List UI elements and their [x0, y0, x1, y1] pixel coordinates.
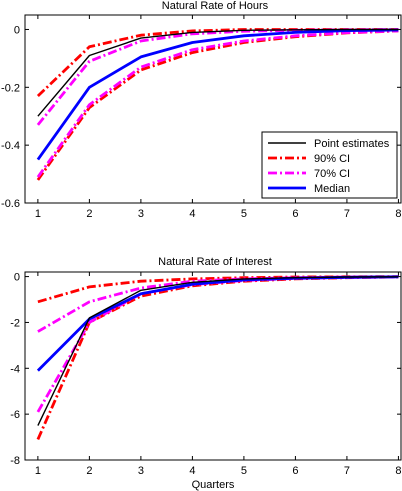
series-line-70-ci — [36, 28, 399, 126]
axes-frame — [24, 271, 402, 461]
legend: Point estimates 90% CI 70% CI Median — [261, 131, 398, 199]
x-tick-label: 5 — [241, 208, 247, 220]
x-tick-label: 2 — [86, 465, 92, 477]
x-tick-label: 8 — [395, 465, 401, 477]
legend-label: Median — [314, 183, 350, 195]
x-tick-label: 4 — [189, 465, 195, 477]
series-line-70-ci — [36, 275, 399, 413]
series-line-point-estimates — [37, 28, 399, 117]
x-tick-label: 5 — [241, 465, 247, 477]
x-tick-label: 3 — [138, 208, 144, 220]
legend-label: 90% CI — [314, 153, 350, 165]
x-tick-label: 2 — [86, 208, 92, 220]
y-tick-label: 0 — [14, 272, 20, 284]
y-tick-label: -8 — [10, 455, 20, 467]
y-tick-label: -0.6 — [1, 198, 20, 210]
x-tick-label: 6 — [292, 208, 298, 220]
x-tick-label: 6 — [292, 465, 298, 477]
series-group — [36, 28, 399, 181]
series-line-point-estimates — [37, 276, 399, 426]
x-tick-label: 7 — [344, 208, 350, 220]
x-tick-label: 1 — [35, 208, 41, 220]
y-tick-label: -0.2 — [1, 82, 20, 94]
series-line-90-ci — [36, 28, 399, 98]
y-tick-label: 0 — [14, 24, 20, 36]
y-tick-label: -2 — [10, 317, 20, 329]
series-line-70-ci — [36, 29, 399, 178]
y-tick-label: -0.4 — [1, 140, 20, 152]
legend-label: 70% CI — [314, 168, 350, 180]
x-tick-label: 8 — [395, 208, 401, 220]
x-tick-label: 4 — [189, 208, 195, 220]
chart-title: Natural Rate of Hours — [162, 0, 269, 12]
series-line-70-ci — [37, 275, 399, 333]
x-tick-label: 1 — [35, 465, 41, 477]
series-line-median — [36, 275, 399, 372]
x-axis-label: Quarters — [192, 479, 235, 491]
plot-area: 1 2 3 4 5 6 7 8 0 -2 -4 -6 -8 — [10, 271, 402, 477]
x-tick-label: 3 — [138, 465, 144, 477]
series-group — [36, 275, 399, 440]
chart-title: Natural Rate of Interest — [158, 256, 272, 268]
axes-frame — [24, 14, 402, 204]
legend-label: Point estimates — [314, 138, 390, 150]
y-tick-label: -4 — [10, 363, 20, 375]
chart-panel-hours: Natural Rate of Hours 1 2 3 4 5 6 7 8 0 -0.2 -0.4 -… — [1, 0, 402, 220]
chart-panel-interest: Natural Rate of Interest 1 2 3 4 5 6 7 8 0 -2 -4 -6… — [10, 256, 402, 491]
plot-area: 1 2 3 4 5 6 7 8 0 -0.2 -0.4 -0.6 Point estimates 90% … — [1, 14, 402, 220]
series-line-90-ci — [36, 275, 399, 440]
series-line-median — [36, 28, 399, 161]
series-line-90-ci — [36, 29, 399, 181]
y-tick-label: -6 — [10, 409, 20, 421]
x-tick-label: 7 — [344, 465, 350, 477]
